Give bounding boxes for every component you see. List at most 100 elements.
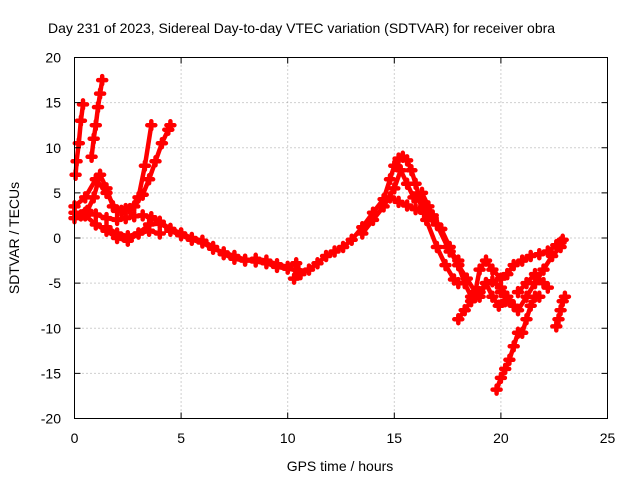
data-point-marker xyxy=(458,303,471,317)
data-point-marker xyxy=(503,353,516,367)
data-point-marker xyxy=(524,299,537,312)
data-point-marker xyxy=(196,236,209,249)
data-point-marker xyxy=(494,285,508,299)
x-tick-label: 25 xyxy=(600,430,616,446)
data-point-marker xyxy=(153,217,167,230)
data-point-marker xyxy=(520,276,533,290)
data-point-marker xyxy=(76,98,90,111)
data-point-marker xyxy=(69,168,82,182)
axis-ticks xyxy=(74,57,608,419)
x-tick-label: 5 xyxy=(177,430,185,446)
data-point-marker xyxy=(400,177,414,191)
data-point-marker xyxy=(106,200,120,213)
chart-title: Day 231 of 2023, Sidereal Day-to-day VTE… xyxy=(48,20,555,36)
data-point-marker xyxy=(503,294,516,308)
data-point-marker xyxy=(520,312,533,326)
data-point-marker xyxy=(388,182,401,195)
data-point-marker xyxy=(507,258,520,272)
data-point-marker xyxy=(552,312,565,326)
data-point-marker xyxy=(377,200,390,213)
data-point-marker xyxy=(486,290,499,303)
data-point-marker xyxy=(153,227,167,240)
data-point-marker xyxy=(388,159,401,173)
data-point-marker xyxy=(238,253,252,266)
x-tick-label: 20 xyxy=(493,430,509,446)
data-point-marker xyxy=(392,195,405,209)
data-point-marker xyxy=(452,312,465,326)
data-point-marker xyxy=(473,263,486,276)
data-point-marker xyxy=(93,87,107,100)
data-point-marker xyxy=(123,202,137,216)
data-point-marker xyxy=(132,227,145,240)
data-point-marker xyxy=(164,224,177,238)
data-point-marker xyxy=(328,245,341,258)
data-point-marker xyxy=(394,164,407,177)
data-point-marker xyxy=(501,267,514,281)
data-point-marker xyxy=(494,371,508,385)
data-point-marker xyxy=(281,262,294,275)
data-point-marker xyxy=(356,227,369,240)
x-tick-label: 0 xyxy=(71,430,79,446)
data-point-marker xyxy=(533,247,546,261)
data-point-marker xyxy=(345,233,358,247)
data-point-marker xyxy=(556,233,569,247)
data-point-marker xyxy=(479,254,493,267)
data-point-marker xyxy=(100,182,113,195)
data-point-marker xyxy=(132,191,145,204)
data-point-marker xyxy=(164,118,177,132)
y-tick-label: 20 xyxy=(45,50,61,66)
data-point-marker xyxy=(93,168,107,182)
data-point-marker xyxy=(115,204,128,218)
data-point-marker xyxy=(174,229,188,242)
data-point-marker xyxy=(89,208,103,221)
data-point-marker xyxy=(452,258,465,272)
data-point-marker xyxy=(492,299,506,312)
data-point-marker xyxy=(366,213,380,227)
data-point-marker xyxy=(85,150,98,164)
data-point-marker xyxy=(405,164,418,177)
data-point-marker xyxy=(142,173,156,186)
y-tick-label: 10 xyxy=(45,140,61,156)
data-point-marker xyxy=(383,191,397,204)
y-tick-label: -15 xyxy=(41,365,61,381)
data-point-marker xyxy=(473,290,486,303)
data-point-marker xyxy=(550,320,563,333)
data-point-marker xyxy=(87,191,100,204)
data-point-marker xyxy=(91,100,105,114)
data-point-marker xyxy=(302,263,316,276)
data-point-marker xyxy=(443,240,456,254)
data-point-marker xyxy=(409,202,422,216)
data-point-marker xyxy=(383,173,397,186)
data-point-marker xyxy=(100,211,113,225)
data-point-marker xyxy=(270,260,284,274)
data-point-marker xyxy=(142,224,156,238)
data-point-marker xyxy=(486,263,499,276)
data-point-marker xyxy=(511,303,525,317)
data-point-marker xyxy=(217,246,230,259)
y-tick-label: 5 xyxy=(53,185,61,201)
data-point-marker xyxy=(533,290,546,303)
data-point-marker xyxy=(558,290,572,303)
data-point-marker xyxy=(110,227,124,240)
data-point-marker xyxy=(486,275,499,288)
data-point-marker xyxy=(409,191,422,204)
data-point-marker xyxy=(110,213,124,227)
y-tick-label: -10 xyxy=(41,320,61,336)
y-tick-label: 0 xyxy=(53,230,61,246)
data-point-marker xyxy=(136,209,149,222)
data-point-marker xyxy=(515,326,529,340)
data-point-marker xyxy=(498,362,512,376)
data-point-marker xyxy=(149,155,162,168)
data-point-marker xyxy=(336,240,350,254)
y-tick-label: -5 xyxy=(49,275,62,291)
data-point-marker xyxy=(507,340,520,353)
data-point-marker xyxy=(185,233,199,247)
data-point-marker xyxy=(145,118,158,132)
y-axis-label: SDTVAR / TECUs xyxy=(6,182,22,294)
data-point-marker xyxy=(72,136,86,150)
data-point-marker xyxy=(155,136,169,150)
data-point-marker xyxy=(287,272,301,285)
data-point-marker xyxy=(554,303,567,317)
